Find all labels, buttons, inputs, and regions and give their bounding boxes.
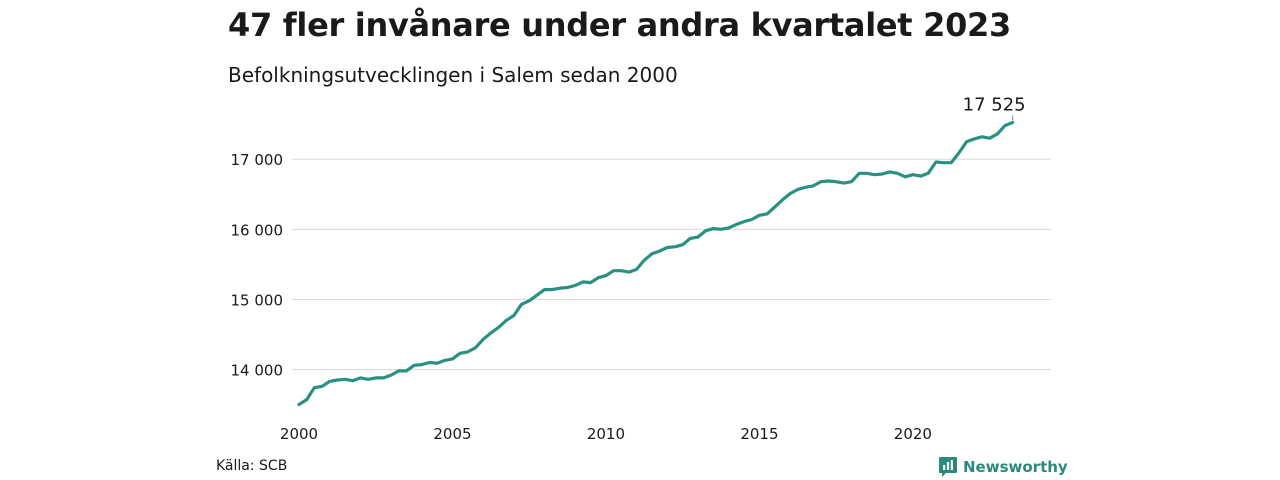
- last-value-label: 17 525: [963, 94, 1026, 115]
- x-tick-label: 2020: [894, 425, 932, 443]
- y-tick-label: 15 000: [231, 291, 284, 309]
- chart-subtitle: Befolkningsutvecklingen i Salem sedan 20…: [228, 63, 678, 87]
- y-tick-label: 17 000: [231, 151, 284, 169]
- series-group: [297, 120, 1015, 407]
- bar-chart-logo-icon: [939, 457, 957, 477]
- chart-title: 47 fler invånare under andra kvartalet 2…: [228, 6, 1011, 44]
- data-labels: 17 525: [963, 94, 1026, 121]
- series-line: [297, 120, 1015, 407]
- y-tick-label: 16 000: [231, 221, 284, 239]
- brand-name: Newsworthy: [963, 458, 1068, 476]
- y-axis-ticks: 14 000 15 000 16 000 17 000: [231, 151, 284, 379]
- brand-logo: Newsworthy: [938, 456, 1068, 478]
- x-axis-ticks: 2000 2005 2010 2015 2020: [280, 425, 932, 443]
- x-tick-label: 2000: [280, 425, 318, 443]
- x-tick-label: 2005: [433, 425, 471, 443]
- y-tick-label: 14 000: [231, 361, 284, 379]
- x-tick-label: 2010: [587, 425, 625, 443]
- gridlines: [292, 158, 1051, 370]
- x-tick-label: 2015: [740, 425, 778, 443]
- source-note: Källa: SCB: [216, 458, 288, 474]
